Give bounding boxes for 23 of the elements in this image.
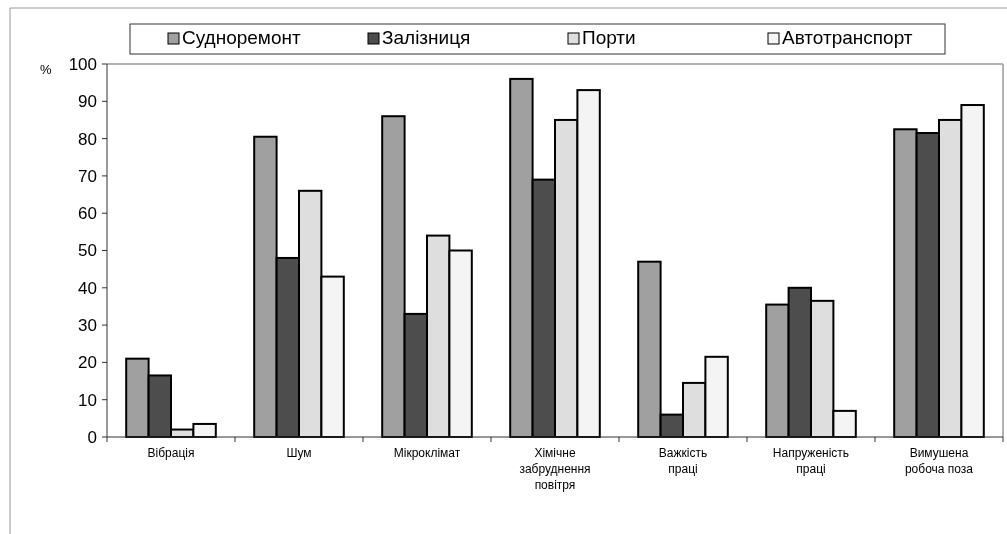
y-tick-label: 40: [78, 278, 97, 298]
y-tick-label: 60: [78, 204, 97, 224]
x-tick-label: Шум: [286, 446, 312, 460]
legend-label: Судноремонт: [182, 27, 301, 48]
x-tick-label: Важкість праці: [658, 446, 708, 476]
y-tick-label: 80: [78, 129, 97, 149]
legend-label: Залізниця: [382, 27, 471, 48]
x-tick-label: Мікроклімат: [393, 446, 461, 460]
y-tick-label: 30: [78, 316, 97, 336]
legend-label: Порти: [582, 27, 636, 48]
x-tick-label: Напруженість праці: [772, 446, 850, 476]
y-axis-title: %: [40, 62, 52, 77]
legend-label: Автотранспорт: [782, 27, 913, 48]
x-tick-label: Хімічне забруднення повітря: [519, 446, 591, 492]
y-tick-label: 20: [78, 353, 97, 373]
y-tick-label: 50: [78, 241, 97, 261]
y-tick-label: 100: [68, 54, 97, 74]
y-tick-label: 0: [87, 427, 97, 447]
y-tick-label: 90: [78, 92, 97, 112]
x-tick-label: Вібрація: [147, 446, 195, 460]
y-tick-label: 10: [78, 390, 97, 410]
x-tick-label: Вимушена робоча поза: [904, 446, 974, 476]
y-tick-label: 70: [78, 166, 97, 186]
